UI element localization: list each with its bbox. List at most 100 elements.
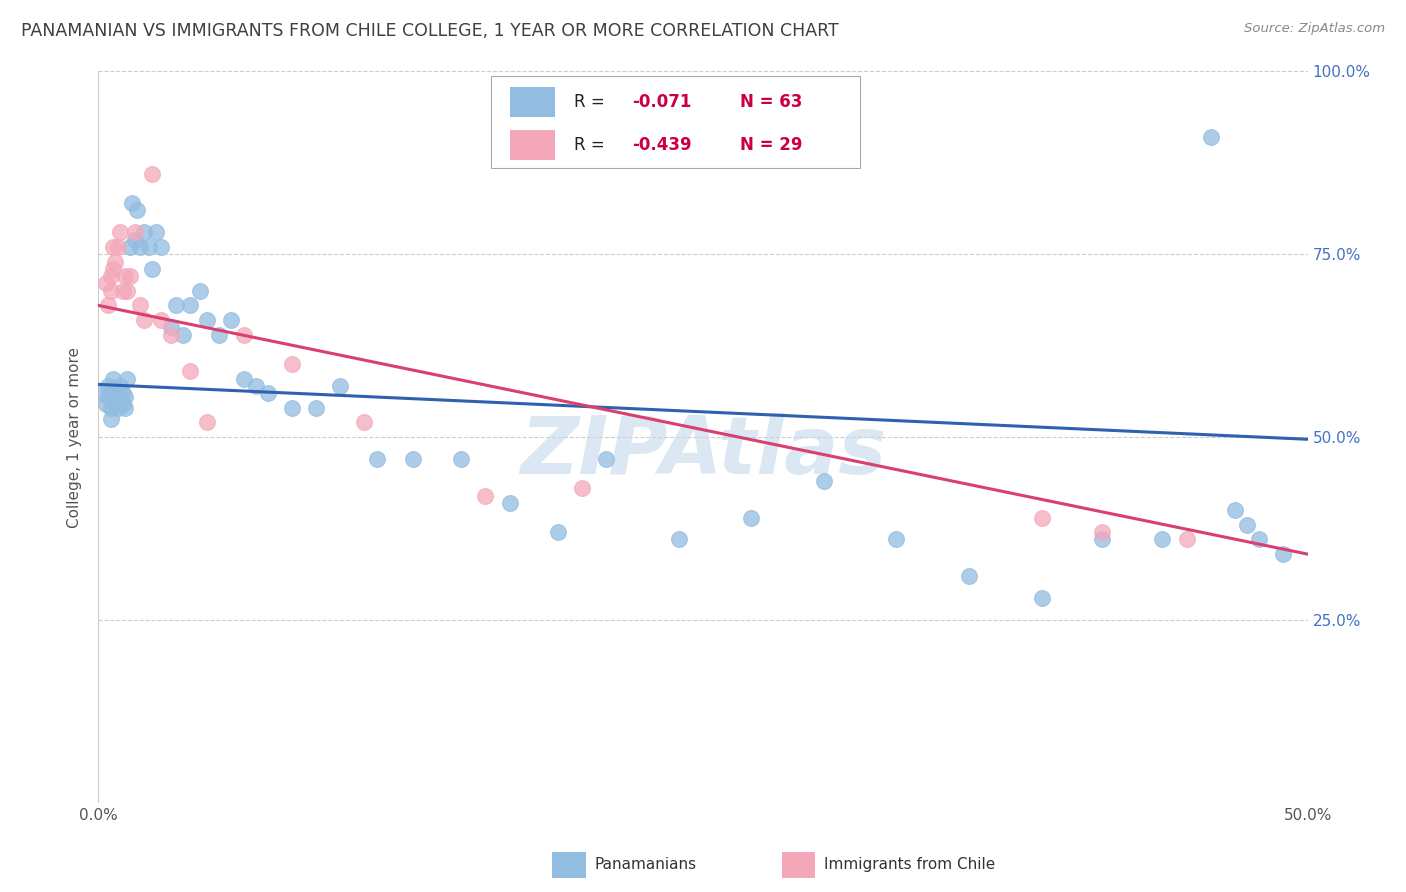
Point [740, 510, 762, 524]
Point [1175, 533, 1198, 547]
Point [97, 390, 120, 404]
Point [329, 379, 352, 393]
Point [100, 284, 122, 298]
Point [450, 452, 472, 467]
Point [571, 481, 593, 495]
Point [402, 452, 425, 467]
FancyBboxPatch shape [492, 77, 860, 168]
Point [145, 225, 167, 239]
Point [141, 167, 163, 181]
Point [256, 386, 278, 401]
Point [886, 533, 908, 547]
Text: -0.439: -0.439 [631, 136, 692, 154]
Point [245, 379, 267, 393]
Point [100, 269, 122, 284]
Point [160, 327, 183, 342]
Point [100, 386, 122, 401]
Text: Source: ZipAtlas.com: Source: ZipAtlas.com [1244, 22, 1385, 36]
Point [134, 313, 156, 327]
Point [1272, 547, 1295, 561]
Point [1236, 517, 1258, 532]
Point [595, 452, 617, 467]
Point [232, 371, 254, 385]
Point [111, 284, 134, 298]
Point [179, 364, 201, 378]
Point [188, 284, 211, 298]
Point [101, 371, 124, 385]
Y-axis label: College, 1 year or more: College, 1 year or more [67, 347, 83, 527]
Point [108, 393, 131, 408]
Point [134, 225, 156, 239]
Point [118, 240, 141, 254]
Point [104, 390, 127, 404]
Point [150, 240, 173, 254]
Point [101, 240, 124, 254]
Point [281, 401, 304, 415]
Point [1031, 591, 1053, 605]
Point [353, 416, 375, 430]
Point [101, 261, 124, 276]
FancyBboxPatch shape [509, 87, 555, 118]
Point [498, 496, 520, 510]
Point [117, 284, 139, 298]
Point [114, 390, 136, 404]
Point [172, 327, 194, 342]
Point [108, 225, 131, 239]
Point [195, 416, 218, 430]
Point [141, 261, 163, 276]
Point [107, 383, 129, 397]
Point [118, 269, 141, 284]
Point [107, 401, 129, 415]
Point [101, 386, 124, 401]
Point [104, 254, 127, 268]
Point [150, 313, 173, 327]
Point [94, 397, 117, 411]
Point [208, 327, 231, 342]
Point [1249, 533, 1271, 547]
Point [474, 489, 496, 503]
Point [107, 240, 129, 254]
Point [305, 401, 328, 415]
Point [97, 298, 120, 312]
Point [97, 379, 120, 393]
Point [221, 313, 243, 327]
Point [100, 412, 122, 426]
Point [104, 397, 127, 411]
Text: Panamanians: Panamanians [595, 857, 696, 872]
Point [124, 233, 146, 247]
Point [127, 203, 149, 218]
FancyBboxPatch shape [509, 129, 555, 161]
Point [813, 474, 835, 488]
Point [179, 298, 201, 312]
Text: N = 63: N = 63 [741, 93, 803, 112]
Point [117, 371, 139, 385]
Point [111, 397, 134, 411]
Point [195, 313, 218, 327]
Point [114, 401, 136, 415]
Point [100, 401, 122, 415]
Point [128, 240, 150, 254]
Text: R =: R = [574, 93, 610, 112]
Point [94, 277, 117, 291]
FancyBboxPatch shape [551, 852, 586, 878]
Text: R =: R = [574, 136, 610, 154]
Point [1031, 510, 1053, 524]
Point [111, 386, 134, 401]
Point [1223, 503, 1246, 517]
Point [160, 320, 183, 334]
Point [124, 225, 146, 239]
Point [1091, 533, 1114, 547]
Point [957, 569, 980, 583]
Point [547, 525, 569, 540]
Point [1152, 533, 1174, 547]
Point [114, 269, 136, 284]
Point [1199, 130, 1222, 145]
Point [232, 327, 254, 342]
Text: N = 29: N = 29 [741, 136, 803, 154]
Point [128, 298, 150, 312]
Text: PANAMANIAN VS IMMIGRANTS FROM CHILE COLLEGE, 1 YEAR OR MORE CORRELATION CHART: PANAMANIAN VS IMMIGRANTS FROM CHILE COLL… [21, 22, 839, 40]
Text: ZIPAtlas: ZIPAtlas [520, 413, 886, 491]
Point [108, 379, 131, 393]
Point [165, 298, 187, 312]
Point [121, 196, 143, 211]
